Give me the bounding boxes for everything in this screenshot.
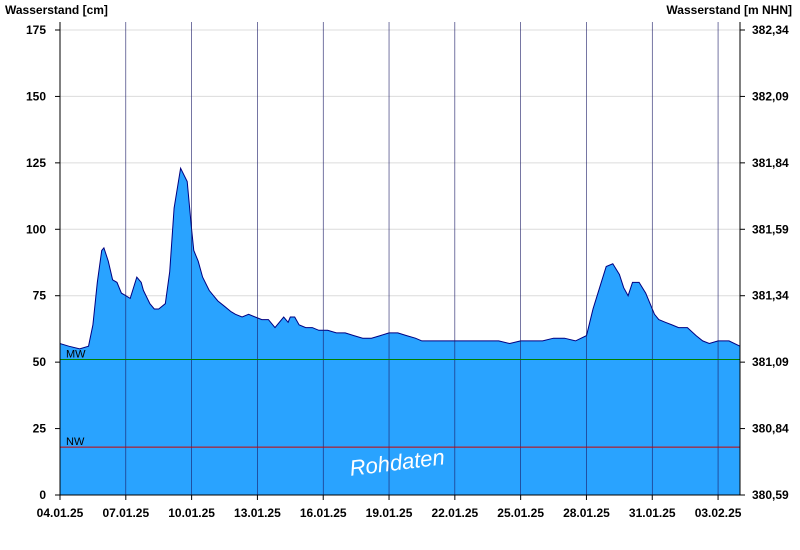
right-y-tick-label: 380,84 [752, 422, 789, 436]
reference-label-mw: MW [66, 348, 86, 360]
x-tick-label: 31.01.25 [629, 506, 676, 520]
left-y-tick-label: 175 [26, 23, 46, 37]
x-tick-label: 16.01.25 [300, 506, 347, 520]
x-tick-labels: 04.01.25 07.01.25 10.01.25 13.01.25 16.01.25… [37, 495, 742, 520]
right-y-tick-label: 381,84 [752, 156, 789, 170]
right-axis-title: Wasserstand [m NHN] [666, 3, 792, 17]
right-y-tick-label: 381,59 [752, 222, 789, 236]
x-tick-label: 28.01.25 [563, 506, 610, 520]
reference-lines: MW NW [60, 348, 740, 448]
left-y-tick-label: 100 [26, 222, 46, 236]
x-tick-label: 13.01.25 [234, 506, 281, 520]
reference-label-nw: NW [66, 436, 85, 448]
right-y-tick-labels: 380,59 380,84 381,09 381,34 381,59 381,84 382,… [740, 23, 789, 502]
left-axis-title: Wasserstand [cm] [5, 3, 108, 17]
left-y-tick-labels: 0 25 50 75 100 125 150 175 [26, 23, 60, 502]
left-y-tick-label: 25 [33, 422, 47, 436]
left-y-tick-label: 0 [39, 488, 46, 502]
left-y-tick-label: 125 [26, 156, 46, 170]
water-level-area [59, 166, 741, 496]
vertical-gridlines [125, 22, 719, 495]
right-y-tick-label: 382,09 [752, 89, 789, 103]
x-tick-label: 07.01.25 [102, 506, 149, 520]
right-y-tick-label: 381,34 [752, 289, 789, 303]
x-tick-label: 25.01.25 [497, 506, 544, 520]
x-tick-label: 22.01.25 [431, 506, 478, 520]
x-tick-label: 10.01.25 [168, 506, 215, 520]
x-tick-label: 04.01.25 [37, 506, 84, 520]
right-y-tick-label: 381,09 [752, 355, 789, 369]
left-y-tick-label: 150 [26, 89, 46, 103]
x-tick-label: 03.02.25 [695, 506, 742, 520]
left-y-tick-label: 75 [33, 289, 47, 303]
right-y-tick-label: 380,59 [752, 488, 789, 502]
left-y-tick-label: 50 [33, 355, 47, 369]
right-y-tick-label: 382,34 [752, 23, 789, 37]
x-tick-label: 19.01.25 [366, 506, 413, 520]
